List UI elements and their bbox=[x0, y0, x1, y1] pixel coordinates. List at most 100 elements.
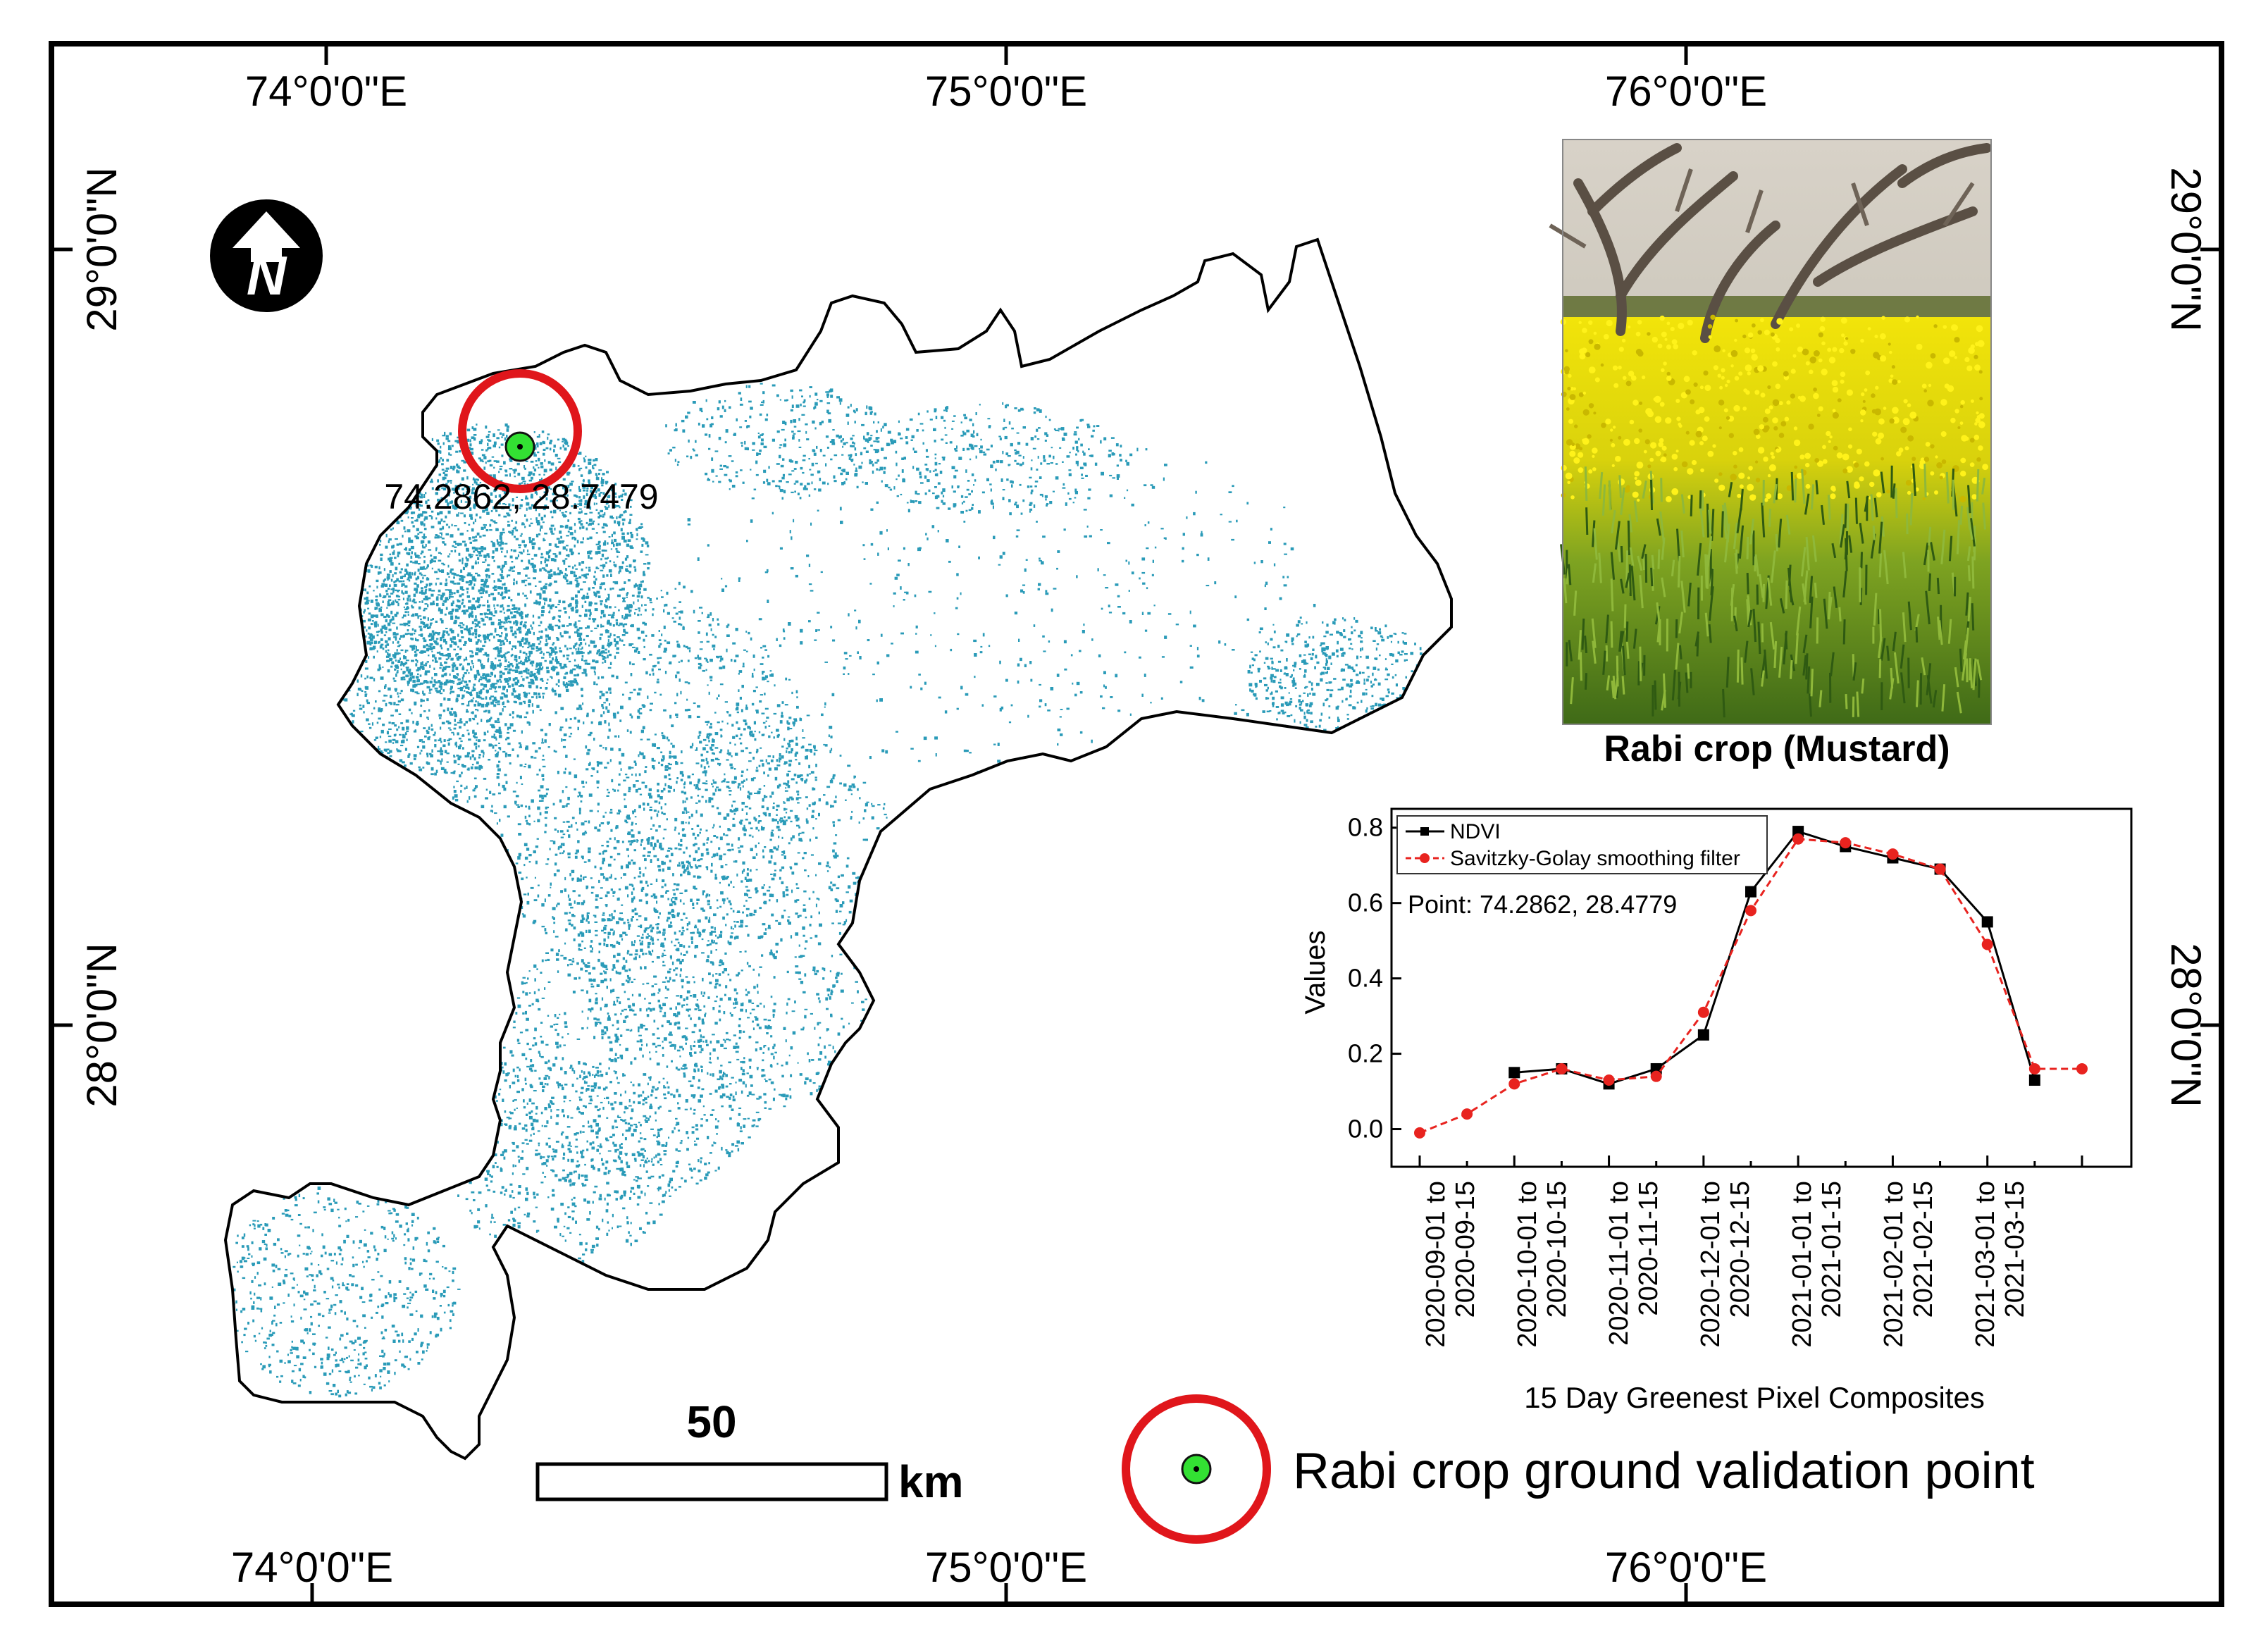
crop-pixel bbox=[421, 581, 424, 583]
crop-pixel bbox=[661, 596, 664, 598]
crop-pixel bbox=[637, 651, 640, 654]
crop-pixel bbox=[481, 588, 485, 591]
crop-pixel bbox=[593, 666, 596, 670]
crop-pixel bbox=[695, 850, 698, 854]
crop-pixel bbox=[407, 614, 409, 616]
crop-pixel bbox=[435, 547, 438, 552]
crop-pixel bbox=[538, 671, 540, 675]
crop-pixel bbox=[467, 767, 470, 771]
crop-pixel bbox=[423, 597, 426, 601]
crop-pixel bbox=[438, 690, 441, 693]
crop-pixel bbox=[440, 619, 444, 624]
crop-pixel bbox=[595, 532, 598, 534]
crop-pixel bbox=[481, 596, 483, 598]
crop-pixel bbox=[642, 934, 644, 936]
crop-pixel bbox=[533, 675, 538, 679]
crop-pixel bbox=[640, 738, 643, 741]
crop-pixel bbox=[393, 636, 397, 638]
crop-pixel bbox=[567, 853, 571, 855]
crop-pixel bbox=[477, 483, 480, 486]
crop-pixel bbox=[604, 652, 607, 654]
crop-pixel bbox=[445, 772, 448, 774]
crop-pixel bbox=[698, 847, 700, 850]
crop-pixel bbox=[712, 855, 716, 857]
crop-pixel bbox=[459, 578, 462, 581]
crop-pixel bbox=[426, 686, 430, 689]
crop-pixel bbox=[605, 747, 607, 750]
crop-pixel bbox=[513, 549, 516, 552]
crop-pixel bbox=[600, 714, 603, 717]
crop-pixel bbox=[596, 590, 600, 594]
crop-pixel bbox=[449, 673, 451, 676]
crop-pixel bbox=[629, 713, 632, 716]
crop-pixel bbox=[543, 452, 545, 456]
crop-pixel bbox=[510, 549, 513, 552]
crop-pixel bbox=[395, 673, 397, 677]
crop-pixel bbox=[654, 800, 658, 803]
crop-pixel bbox=[366, 591, 369, 595]
crop-pixel bbox=[414, 589, 416, 591]
crop-pixel bbox=[497, 717, 500, 721]
crop-pixel bbox=[643, 847, 646, 850]
crop-pixel bbox=[466, 691, 469, 693]
crop-pixel bbox=[638, 591, 641, 594]
crop-pixel bbox=[473, 619, 478, 622]
crop-pixel bbox=[752, 856, 756, 859]
crop-pixel bbox=[408, 753, 411, 756]
crop-pixel bbox=[641, 781, 645, 784]
crop-pixel bbox=[778, 836, 780, 838]
crop-pixel bbox=[675, 713, 678, 717]
crop-pixel bbox=[528, 628, 531, 632]
crop-pixel bbox=[461, 735, 465, 737]
crop-pixel bbox=[511, 561, 514, 563]
crop-pixel bbox=[468, 600, 471, 603]
crop-pixel bbox=[447, 727, 451, 729]
crop-pixel bbox=[471, 655, 474, 657]
crop-pixel bbox=[531, 504, 534, 507]
crop-pixel bbox=[624, 511, 627, 513]
crop-pixel bbox=[516, 804, 520, 806]
crop-pixel bbox=[507, 743, 511, 745]
crop-pixel bbox=[500, 547, 504, 550]
crop-pixel bbox=[593, 520, 595, 523]
crop-pixel bbox=[584, 662, 588, 665]
crop-pixel bbox=[406, 563, 409, 566]
crop-pixel bbox=[538, 466, 540, 469]
crop-pixel bbox=[461, 598, 464, 602]
crop-pixel bbox=[438, 608, 441, 612]
crop-pixel bbox=[471, 426, 474, 430]
crop-pixel bbox=[573, 571, 576, 574]
crop-pixel bbox=[503, 612, 505, 614]
crop-pixel bbox=[542, 440, 545, 443]
crop-pixel bbox=[688, 855, 691, 857]
crop-pixel bbox=[529, 590, 532, 594]
crop-pixel bbox=[607, 650, 610, 653]
crop-pixel bbox=[481, 698, 485, 700]
crop-pixel bbox=[575, 594, 578, 598]
crop-pixel bbox=[628, 697, 631, 700]
crop-pixel bbox=[748, 896, 752, 898]
crop-pixel bbox=[750, 869, 752, 872]
crop-pixel bbox=[487, 564, 490, 566]
crop-pixel bbox=[564, 876, 566, 881]
crop-pixel bbox=[411, 517, 414, 519]
crop-pixel bbox=[478, 702, 482, 705]
crop-pixel bbox=[553, 445, 556, 448]
crop-pixel bbox=[598, 545, 601, 547]
crop-pixel bbox=[458, 559, 461, 562]
crop-pixel bbox=[795, 797, 799, 800]
crop-pixel bbox=[721, 898, 726, 902]
crop-pixel bbox=[448, 452, 450, 456]
crop-pixel bbox=[420, 739, 423, 741]
crop-pixel bbox=[578, 878, 582, 882]
crop-pixel bbox=[554, 862, 557, 866]
crop-pixel bbox=[497, 565, 501, 569]
crop-pixel bbox=[416, 588, 419, 592]
crop-pixel bbox=[397, 551, 401, 555]
crop-pixel bbox=[484, 641, 487, 643]
crop-pixel bbox=[461, 734, 464, 736]
crop-pixel bbox=[421, 574, 423, 576]
crop-pixel bbox=[395, 638, 397, 641]
crop-pixel bbox=[585, 745, 588, 749]
crop-pixel bbox=[412, 720, 414, 724]
